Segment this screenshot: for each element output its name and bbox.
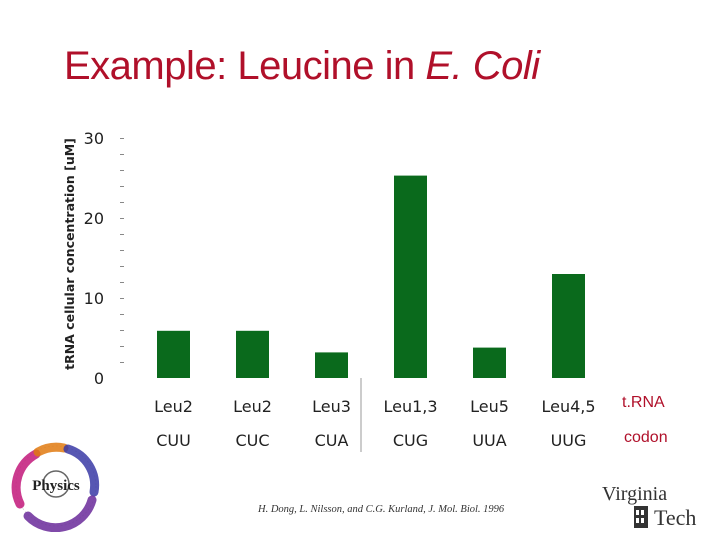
- bar-6: [552, 274, 585, 378]
- bar-2: [236, 330, 269, 378]
- trna-row-tag: t.RNA: [622, 394, 665, 411]
- category-label: Leu2: [233, 397, 272, 416]
- y-tick-label: 10: [84, 289, 104, 308]
- codon-row-tag: codon: [624, 429, 668, 446]
- codon-label: UUG: [551, 431, 587, 450]
- bar-1: [157, 330, 190, 378]
- codon-label: CUA: [315, 431, 349, 450]
- codon-label: UUA: [472, 431, 506, 450]
- virginia-tech-logo: Virginia Tech: [602, 483, 696, 530]
- vt-logo-line1: Virginia: [602, 483, 667, 505]
- y-tick-label: 20: [84, 209, 104, 228]
- category-label: Leu3: [312, 397, 351, 416]
- title-main: Example: Leucine in: [64, 44, 426, 88]
- bar-3: [315, 352, 348, 378]
- citation: H. Dong, L. Nilsson, and C.G. Kurland, J…: [258, 504, 505, 515]
- slide-title: Example: Leucine in E. Coli: [64, 44, 540, 89]
- y-tick-label: 0: [94, 369, 104, 388]
- y-axis-label: tRNA cellular concentration [uM]: [62, 138, 77, 370]
- category-label: Leu5: [470, 397, 509, 416]
- category-label: Leu1,3: [383, 397, 437, 416]
- codon-label: CUC: [235, 431, 269, 450]
- y-tick-label: 30: [84, 129, 104, 148]
- title-italic: E. Coli: [425, 44, 540, 88]
- vt-logo-line2: Tech: [654, 505, 696, 530]
- bar-5: [473, 347, 506, 378]
- physics-logo: Physics: [11, 442, 100, 532]
- bar-4: [394, 175, 427, 378]
- physics-logo-word: Physics: [32, 478, 80, 494]
- codon-label: CUG: [393, 431, 428, 450]
- category-label: Leu4,5: [541, 397, 595, 416]
- codon-label: CUU: [156, 431, 191, 450]
- category-label: Leu2: [154, 397, 193, 416]
